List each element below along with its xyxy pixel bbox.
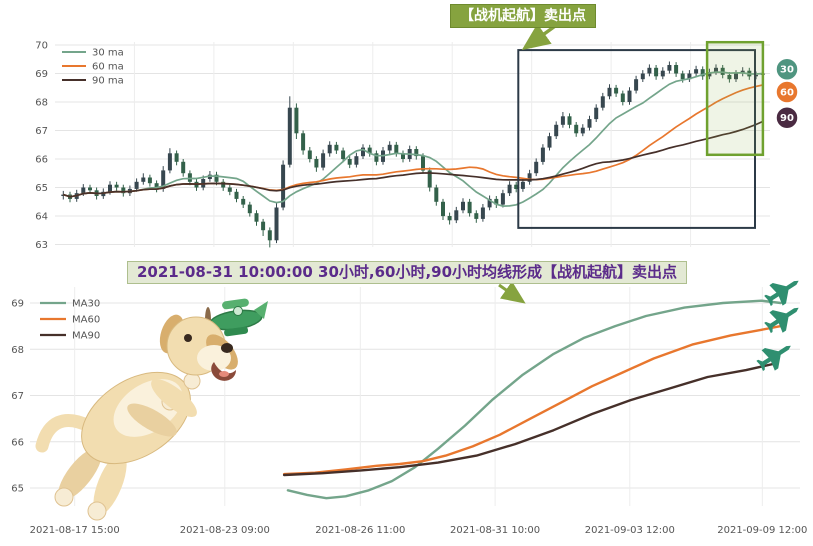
ma-badges: 30 60 90 xyxy=(775,57,799,130)
ma-series xyxy=(282,299,782,500)
takeoff-region xyxy=(705,40,765,157)
svg-text:MA30: MA30 xyxy=(72,299,100,310)
series-MA60 xyxy=(282,324,782,476)
sell-point-banner-text: 【战机起航】卖出点 xyxy=(460,8,586,24)
signal-description-text: 2021-08-31 10:00:00 30小时,60小时,90小时均线形成【战… xyxy=(137,263,678,281)
signal-region xyxy=(517,49,756,229)
svg-text:30: 30 xyxy=(780,65,794,76)
svg-text:MA60: MA60 xyxy=(72,315,100,326)
svg-text:65: 65 xyxy=(35,183,48,194)
svg-text:68: 68 xyxy=(35,98,48,109)
svg-text:60 ma: 60 ma xyxy=(92,62,124,73)
svg-text:90: 90 xyxy=(780,113,794,124)
svg-text:30 ma: 30 ma xyxy=(92,48,124,59)
y-grid: 65 66 67 68 69 xyxy=(11,299,800,495)
svg-text:66: 66 xyxy=(35,155,48,166)
svg-text:66: 66 xyxy=(11,437,24,448)
svg-text:2021-09-09 12:00: 2021-09-09 12:00 xyxy=(717,525,807,536)
sell-point-banner: 【战机起航】卖出点 xyxy=(450,4,596,28)
banner-arrow-small-icon xyxy=(498,281,526,304)
series-MA30 xyxy=(286,299,782,500)
x-grid: 2021-08-17 15:00 2021-08-23 09:00 2021-08-… xyxy=(30,287,807,536)
bottom-legend: MA30 MA60 MA90 xyxy=(40,299,100,342)
signal-description-banner: 2021-08-31 10:00:00 30小时,60小时,90小时均线形成【战… xyxy=(127,261,688,284)
candlestick-chart: 63 64 65 66 67 68 69 70 30 ma 60 ma 90 ma 30 60 90 xyxy=(0,0,813,259)
svg-text:65: 65 xyxy=(11,484,24,495)
svg-text:63: 63 xyxy=(35,240,48,251)
svg-text:2021-08-17 15:00: 2021-08-17 15:00 xyxy=(30,525,120,536)
x-grid xyxy=(133,42,692,247)
top-legend: 30 ma 60 ma 90 ma xyxy=(62,48,124,87)
series-MA90 xyxy=(282,362,775,477)
svg-text:67: 67 xyxy=(11,391,24,402)
svg-text:69: 69 xyxy=(35,69,48,80)
airplane-icon xyxy=(756,345,791,372)
svg-text:67: 67 xyxy=(35,126,48,137)
airplane-icon xyxy=(764,280,799,307)
ma-lines xyxy=(63,71,764,207)
svg-text:2021-08-31 10:00: 2021-08-31 10:00 xyxy=(450,525,540,536)
ma-badge-30 xyxy=(775,57,799,81)
ma-line-chart: 65 66 67 68 69 2021-08-17 15:00 2021-08-23 09:… xyxy=(0,255,813,546)
svg-text:70: 70 xyxy=(35,41,48,52)
svg-text:MA90: MA90 xyxy=(72,331,100,342)
highlight-boxes xyxy=(517,40,765,229)
svg-text:69: 69 xyxy=(11,299,24,310)
airplane-markers xyxy=(756,280,799,372)
ma-badge-90 xyxy=(775,105,799,130)
svg-text:60: 60 xyxy=(780,88,794,99)
svg-text:2021-08-26 11:00: 2021-08-26 11:00 xyxy=(315,525,405,536)
svg-text:2021-08-23 09:00: 2021-08-23 09:00 xyxy=(180,525,270,536)
svg-text:90 ma: 90 ma xyxy=(92,76,124,87)
y-grid: 63 64 65 66 67 68 69 70 xyxy=(35,41,770,251)
svg-text:2021-09-03 12:00: 2021-09-03 12:00 xyxy=(585,525,675,536)
svg-text:64: 64 xyxy=(35,212,48,223)
ma-badge-60 xyxy=(775,80,799,104)
svg-text:68: 68 xyxy=(11,345,24,356)
airplane-icon xyxy=(764,307,799,334)
